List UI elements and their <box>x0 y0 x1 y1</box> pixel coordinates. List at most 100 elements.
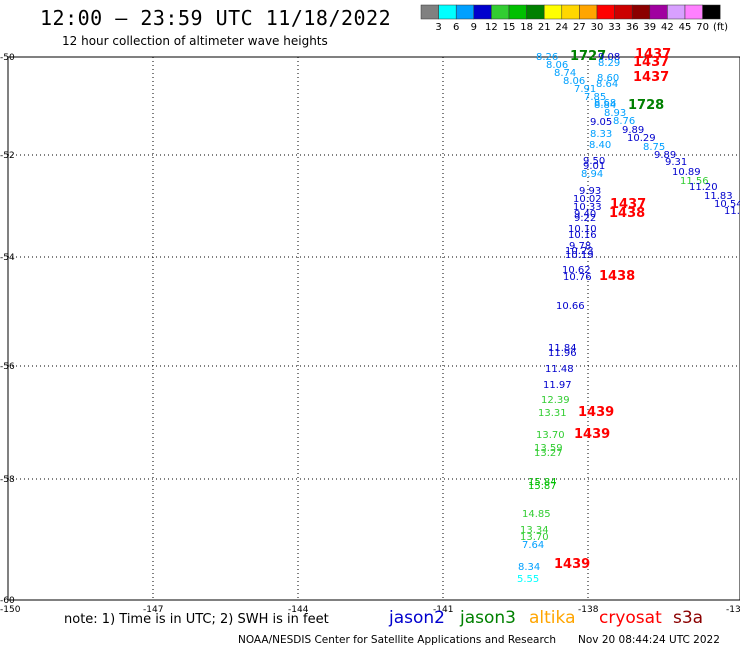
pass-time-label: 1439 <box>578 405 614 420</box>
lon-labels: -150 -147 -144 -141 -138 -13 <box>0 605 740 615</box>
wave-height-value: 9.89 <box>654 150 676 161</box>
legend-swatch <box>702 4 721 20</box>
legend-tick-label: 6 <box>453 22 459 33</box>
wave-height-value: 8.33 <box>590 129 612 140</box>
wave-height-value: 9.89 <box>622 125 644 136</box>
wave-height-value: 10.19 <box>565 250 594 261</box>
wave-height-value: 8.26 <box>536 52 558 63</box>
wave-height-value: 5.55 <box>517 574 539 585</box>
wave-height-value: 10.23 <box>565 246 594 257</box>
pass-time-label: 1437 <box>633 55 669 70</box>
wave-height-value: 8.84 <box>594 100 616 111</box>
wave-height-value: 11.97 <box>543 380 572 391</box>
wave-height-value: 11.48 <box>545 364 574 375</box>
wave-height-value: 9.05 <box>590 117 612 128</box>
legend-tick-label: 30 <box>591 22 604 33</box>
legend-tick-label: 70 <box>696 22 709 33</box>
wave-height-value: 10.62 <box>562 265 591 276</box>
legend-tick-label: 3 <box>435 22 441 33</box>
lon-label: -147 <box>143 605 163 615</box>
wave-height-value: 10.54 <box>714 199 740 210</box>
legend-swatch <box>508 4 527 20</box>
wave-height-value: 14.85 <box>522 509 551 520</box>
wave-height-value: 8.64 <box>596 79 618 90</box>
satellite-label-s3a: s3a <box>673 608 704 628</box>
wave-height-value: 9.22 <box>574 213 596 224</box>
generated-timestamp: Nov 20 08:44:24 UTC 2022 <box>578 634 720 646</box>
pass-time-label: 1439 <box>554 557 590 572</box>
satellite-label-altika: altika <box>529 608 576 628</box>
wave-height-value: 11.56 <box>680 176 709 187</box>
legend-swatch <box>684 4 703 20</box>
wave-height-value: 8.74 <box>554 68 576 79</box>
wave-height-value: 13.27 <box>534 448 563 459</box>
wave-height-value: 7.91 <box>574 84 596 95</box>
lon-label: -150 <box>0 605 21 615</box>
legend-swatch <box>579 4 598 20</box>
wave-height-value: 8.29 <box>598 58 620 69</box>
lon-label: -138 <box>578 605 599 615</box>
lon-label: -144 <box>288 605 309 615</box>
legend-swatch <box>667 4 686 20</box>
lat-label: -54 <box>0 253 15 263</box>
wave-height-value: 15.87 <box>528 481 557 492</box>
wave-height-value: 11.84 <box>548 343 577 354</box>
wave-height-value: 9.50 <box>583 156 605 167</box>
wave-height-value: 10.16 <box>568 230 597 241</box>
lat-labels: -50 -52 -54 -56 -58 -60 <box>0 53 15 606</box>
legend-swatch <box>491 4 510 20</box>
chart-subtitle: 12 hour collection of altimeter wave hei… <box>62 34 328 48</box>
wave-height-value: 10.29 <box>627 133 656 144</box>
legend-tick-label: 45 <box>679 22 692 33</box>
wave-height-value: 13.70 <box>536 430 565 441</box>
pass-time-label: 1438 <box>599 269 635 284</box>
legend-swatch <box>543 4 563 20</box>
wave-height-value: 8.76 <box>613 116 635 127</box>
satellite-label-cryosat: cryosat <box>599 608 662 628</box>
pass-time-label: 1437 <box>610 197 646 212</box>
legend-swatch <box>420 4 439 20</box>
wave-height-value: 8.68 <box>594 98 616 109</box>
lat-label: -50 <box>0 53 15 63</box>
legend-tick-label: 21 <box>538 22 551 33</box>
legend-swatch <box>438 4 457 20</box>
wave-height-value: 9.01 <box>583 161 605 172</box>
wave-height-value: 8.94 <box>581 169 603 180</box>
legend-tick-label: 42 <box>661 22 674 33</box>
lat-label: -60 <box>0 596 15 606</box>
legend-tick-label: 33 <box>608 22 621 33</box>
wave-height-value: 8.34 <box>518 562 540 573</box>
wave-height-value: 10.10 <box>568 224 597 235</box>
wave-height-value: 9.78 <box>569 241 591 252</box>
pass-time-label: 1437 <box>633 70 669 85</box>
chart-title: 12:00 — 23:59 UTC 11/18/2022 <box>40 6 392 30</box>
wave-height-value: 10.66 <box>556 301 585 312</box>
wave-height-value: 9.40 <box>574 209 596 220</box>
legend-tick-label: 12 <box>485 22 498 33</box>
satellite-label-jason3: jason3 <box>460 608 516 628</box>
wave-height-value: 10.02 <box>573 194 602 205</box>
credit-line: NOAA/NESDIS Center for Satellite Applica… <box>238 634 556 646</box>
legend-swatch <box>473 4 492 20</box>
lat-label: -56 <box>0 362 15 372</box>
wave-height-value: 13.70 <box>520 532 549 543</box>
legend-swatch <box>561 4 580 20</box>
legend-swatch <box>631 4 651 20</box>
wave-height-value: 11.83 <box>704 191 733 202</box>
wave-height-value: 11. <box>724 206 740 217</box>
wave-height-value: 8.75 <box>643 142 665 153</box>
lon-label: -13 <box>726 605 740 615</box>
wave-height-value: 13.31 <box>538 408 567 419</box>
wave-height-value: 12.39 <box>541 395 570 406</box>
legend-tick-label: 27 <box>573 22 586 33</box>
wave-height-value: 9.93 <box>579 186 601 197</box>
wave-height-value: 13.34 <box>520 525 549 536</box>
lat-label: -52 <box>0 151 15 161</box>
legend-swatch <box>649 4 668 20</box>
wave-height-value: 8.06 <box>546 60 568 71</box>
legend-swatch <box>614 4 633 20</box>
map-frame <box>7 56 740 601</box>
legend-tick-label: 9 <box>471 22 477 33</box>
